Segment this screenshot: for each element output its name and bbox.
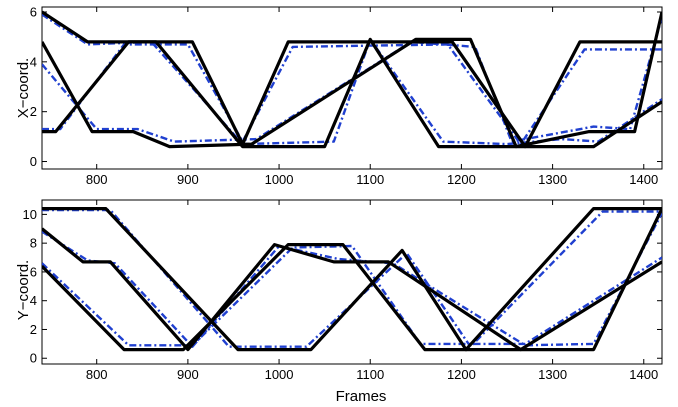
x-tick-label: 1100 xyxy=(356,172,384,187)
ground-truth-trajectory xyxy=(42,243,662,352)
x-coord-panel: 800 900 1000 1100 1200 1300 1400 0 2 4 6 xyxy=(30,4,663,187)
frames-xlabel: Frames xyxy=(336,388,387,405)
y-tick-label: 6 xyxy=(30,264,37,279)
x-tick-label: 1100 xyxy=(356,367,384,382)
y-tick-label: 0 xyxy=(30,351,37,366)
y-tick-label: 10 xyxy=(23,207,37,222)
y-tick-label: 8 xyxy=(30,236,37,251)
ground-truth-trajectory xyxy=(42,207,662,352)
x-coord-ylabel: X−coord. xyxy=(15,58,32,118)
y-tick-label: 2 xyxy=(30,322,37,337)
y-tick-label: 4 xyxy=(30,293,37,308)
ground-truth-trajectory xyxy=(42,10,662,149)
x-tick-label: 1000 xyxy=(265,172,294,187)
y-coord-panel: 800 900 1000 1100 1200 1300 1400 0 2 4 6 8 10 xyxy=(23,199,663,382)
y-tick-label: 6 xyxy=(30,4,37,19)
x-tick-label: 1200 xyxy=(447,172,476,187)
y-tick-label: 0 xyxy=(30,154,37,169)
x-tick-label: 900 xyxy=(177,367,199,382)
ground-truth-trajectory xyxy=(42,207,662,352)
ground-truth-trajectory xyxy=(42,11,662,149)
estimated-trajectory xyxy=(42,212,662,348)
x-tick-label: 900 xyxy=(177,172,199,187)
y-tick-label: 4 xyxy=(30,54,37,69)
x-tick-label: 1300 xyxy=(538,367,567,382)
y-coord-ylabel: Y−coord. xyxy=(15,260,32,320)
estimated-trajectory xyxy=(42,16,662,143)
x-tick-label: 1000 xyxy=(265,367,294,382)
x-tick-label: 1200 xyxy=(447,367,476,382)
plot-area xyxy=(41,199,663,365)
x-tick-label: 800 xyxy=(86,367,108,382)
x-tick-label: 1400 xyxy=(629,367,658,382)
y-tick-label: 2 xyxy=(30,104,37,119)
x-tick-label: 1300 xyxy=(538,172,567,187)
ground-truth-trajectory xyxy=(42,40,662,149)
x-tick-label: 800 xyxy=(86,172,108,187)
estimated-trajectory xyxy=(42,244,662,347)
x-tick-label: 1400 xyxy=(629,172,658,187)
plot-area xyxy=(41,6,663,170)
